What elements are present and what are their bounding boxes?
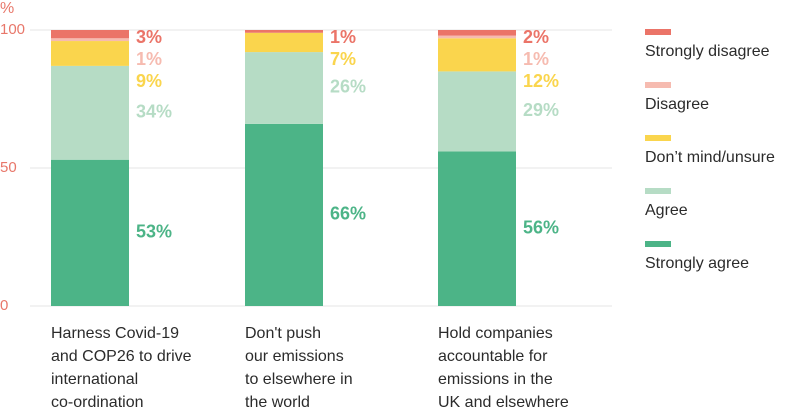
legend-swatch bbox=[645, 82, 671, 88]
value-label: 56% bbox=[523, 217, 559, 237]
value-label: 2% bbox=[523, 27, 549, 47]
legend-label: Strongly agree bbox=[645, 255, 749, 272]
value-label: 26% bbox=[330, 77, 366, 97]
legend-label: Agree bbox=[645, 202, 688, 219]
y-tick-label: 50 bbox=[0, 159, 17, 176]
legend-swatch bbox=[645, 188, 671, 194]
bar-segment bbox=[51, 159, 129, 306]
bar-segment bbox=[51, 65, 129, 160]
x-tick-label: Harness Covid-19 and COP26 to drive inte… bbox=[51, 325, 192, 409]
bar-segment bbox=[245, 52, 323, 124]
value-label: 1% bbox=[330, 27, 356, 47]
legend-swatch bbox=[645, 29, 671, 35]
legend-label: Strongly disagree bbox=[645, 43, 770, 60]
value-label: 9% bbox=[136, 71, 162, 91]
bar-segment bbox=[438, 30, 516, 36]
bar-segment bbox=[51, 38, 129, 42]
value-label: 1% bbox=[523, 49, 549, 69]
value-label: 7% bbox=[330, 49, 356, 69]
value-label: 1% bbox=[136, 49, 162, 69]
bar-segment bbox=[438, 71, 516, 152]
value-label: 53% bbox=[136, 222, 172, 242]
value-label: 34% bbox=[136, 102, 172, 122]
y-tick-label: 100 bbox=[0, 21, 25, 38]
x-tick-label: Don't push our emissions to elsewhere in… bbox=[245, 325, 353, 409]
bar-segment bbox=[245, 123, 323, 306]
bar-segment bbox=[438, 151, 516, 306]
legend-label: Disagree bbox=[645, 96, 709, 113]
bar-segment bbox=[51, 30, 129, 39]
x-tick-label: Hold companies accountable for emissions… bbox=[438, 325, 569, 409]
bar-segment bbox=[245, 30, 323, 33]
y-tick-label: 0 bbox=[0, 297, 8, 314]
value-label: 3% bbox=[136, 27, 162, 47]
bar-segment bbox=[245, 32, 323, 53]
value-label: 66% bbox=[330, 204, 366, 224]
value-label: 12% bbox=[523, 71, 559, 91]
legend-swatch bbox=[645, 241, 671, 247]
bar-segment bbox=[438, 38, 516, 72]
legend-swatch bbox=[645, 135, 671, 141]
value-label: 29% bbox=[523, 100, 559, 120]
y-unit: % bbox=[0, 0, 14, 17]
bar-segment bbox=[438, 35, 516, 39]
bar-segment bbox=[51, 41, 129, 66]
legend-label: Don’t mind/unsure bbox=[645, 149, 775, 166]
